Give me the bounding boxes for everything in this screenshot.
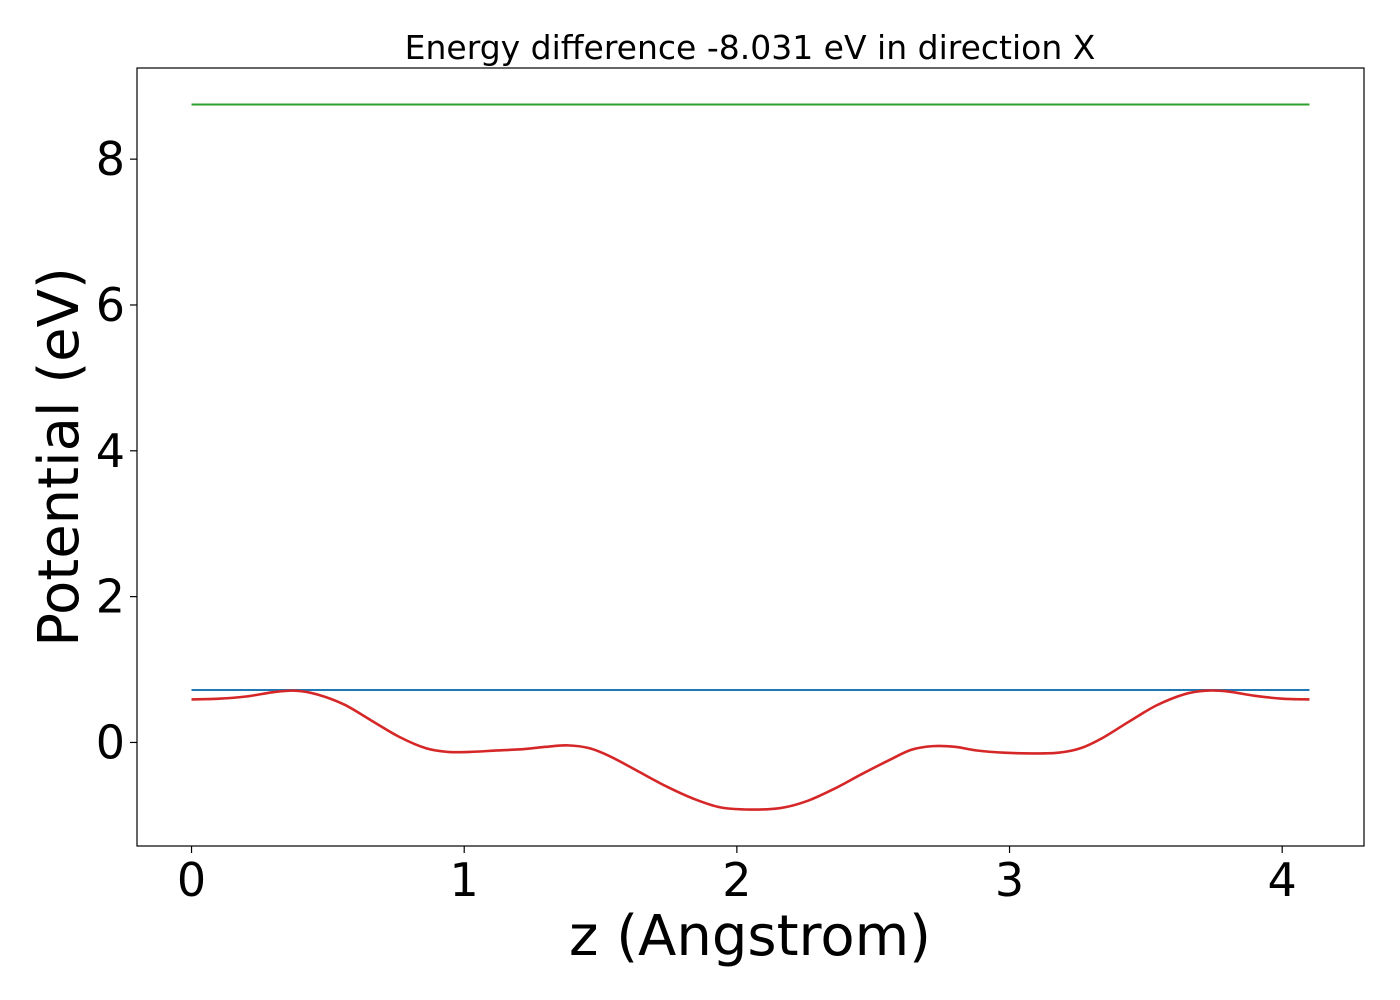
y-tick-label: 2 [96, 570, 125, 624]
series-layer [191, 103, 1310, 811]
plot-frame [136, 67, 1365, 847]
y-tick-label: 6 [96, 278, 125, 332]
y-axis: 0 2 4 6 8 [96, 132, 137, 769]
x-tick-label: 3 [995, 853, 1024, 907]
y-tick-label: 8 [96, 132, 125, 186]
x-tick-label: 0 [177, 853, 206, 907]
y-axis-label: Potential (eV) [27, 267, 92, 647]
y-tick-label: 0 [96, 715, 125, 769]
y-tick-label: 4 [96, 424, 125, 478]
x-axis: 0 1 2 3 4 [177, 846, 1297, 907]
x-axis-label: z (Angstrom) [569, 904, 931, 969]
chart-title: Energy difference -8.031 eV in direction… [405, 28, 1096, 67]
x-tick-label: 1 [450, 853, 479, 907]
series-line-3 [191, 689, 1310, 811]
x-tick-label: 2 [722, 853, 751, 907]
x-tick-label: 4 [1268, 853, 1297, 907]
